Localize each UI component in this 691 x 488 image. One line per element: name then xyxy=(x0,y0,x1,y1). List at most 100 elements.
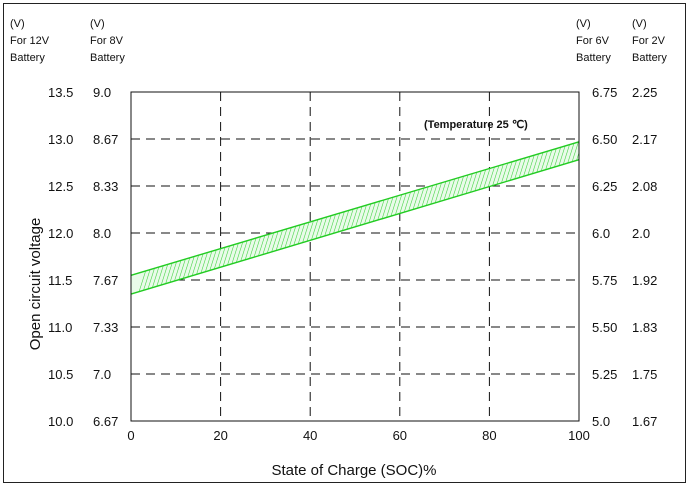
y-tick-label: 1.75 xyxy=(632,367,657,382)
axis-header-right-3: Battery xyxy=(632,52,667,64)
hatch-line xyxy=(174,141,296,295)
y-tick-label: 7.33 xyxy=(93,320,118,335)
grid-lines xyxy=(131,92,579,421)
y-tick-label: 6.25 xyxy=(592,179,617,194)
y-tick-label: 12.0 xyxy=(48,226,73,241)
hatch-line xyxy=(274,141,396,295)
y-tick-label: 13.5 xyxy=(48,85,73,100)
hatch-line xyxy=(574,141,579,295)
y-tick-label: 5.25 xyxy=(592,367,617,382)
hatch-line xyxy=(526,141,579,295)
hatch-line xyxy=(290,141,412,295)
y-tick-labels: 13.5 13.0 12.5 12.0 11.5 11.0 10.5 10.0 9.0 8.67 8… xyxy=(48,85,657,429)
voltage-band xyxy=(130,64,687,444)
y-tick-label: 1.67 xyxy=(632,414,657,429)
voltage-lower-line xyxy=(130,159,580,295)
hatch-line xyxy=(154,141,276,295)
hatch-line xyxy=(607,64,687,444)
hatch-line xyxy=(306,141,428,295)
y-tick-label: 5.50 xyxy=(592,320,617,335)
y-tick-label: 2.17 xyxy=(632,132,657,147)
voltage-upper-line xyxy=(130,141,580,276)
axis-header-left-0: For 12V xyxy=(10,35,50,47)
axis-header-left-1: (V) xyxy=(90,18,105,30)
hatch-line xyxy=(286,141,408,295)
y-tick-label: 6.75 xyxy=(592,85,617,100)
hatch-line xyxy=(542,141,579,295)
y-tick-label: 2.0 xyxy=(632,226,650,241)
hatch-line xyxy=(534,141,579,295)
hatch-line xyxy=(591,64,687,444)
voltage-band-hatch xyxy=(131,64,687,444)
hatch-line xyxy=(166,141,288,295)
hatch-line xyxy=(599,64,687,444)
x-tick-label: 40 xyxy=(303,428,317,443)
hatch-line xyxy=(278,141,400,295)
y-tick-label: 8.67 xyxy=(93,132,118,147)
y-tick-label: 1.83 xyxy=(632,320,657,335)
hatch-line xyxy=(150,141,272,295)
y-tick-label: 6.67 xyxy=(93,414,118,429)
y-tick-label: 2.25 xyxy=(632,85,657,100)
axis-header-right-3: (V) xyxy=(632,18,647,30)
y-tick-label: 2.08 xyxy=(632,179,657,194)
hatch-line xyxy=(611,64,687,444)
y-tick-label: 9.0 xyxy=(93,85,111,100)
hatch-line xyxy=(522,141,579,295)
hatch-line xyxy=(558,141,579,295)
x-tick-label: 60 xyxy=(393,428,407,443)
hatch-line xyxy=(615,64,687,444)
axis-header-left-0: Battery xyxy=(10,52,45,64)
voltage-band-fill xyxy=(131,141,579,295)
y-tick-label: 11.0 xyxy=(48,320,72,335)
hatch-line xyxy=(302,141,424,295)
hatch-line xyxy=(570,141,579,295)
hatch-line xyxy=(262,141,384,295)
hatch-line xyxy=(258,141,380,295)
hatch-line xyxy=(550,141,579,295)
axis-header-right-2: (V) xyxy=(576,18,591,30)
hatch-line xyxy=(162,141,284,295)
hatch-line xyxy=(146,141,268,295)
hatch-line xyxy=(270,141,392,295)
y-tick-label: 7.0 xyxy=(93,367,111,382)
y-tick-label: 1.92 xyxy=(632,273,657,288)
y-tick-label: 6.0 xyxy=(592,226,610,241)
y-tick-label: 10.0 xyxy=(48,414,73,429)
hatch-line xyxy=(131,141,216,295)
hatch-line xyxy=(546,141,579,295)
hatch-line xyxy=(198,141,320,295)
hatch-line xyxy=(310,141,432,295)
hatch-line xyxy=(578,141,579,295)
hatch-line xyxy=(603,64,687,444)
x-tick-label: 20 xyxy=(213,428,227,443)
y-tick-label: 5.75 xyxy=(592,273,617,288)
axis-header-right-2: For 6V xyxy=(576,35,610,47)
hatch-line xyxy=(178,141,300,295)
y-tick-label: 13.0 xyxy=(48,132,73,147)
hatch-line xyxy=(190,141,312,295)
hatch-line xyxy=(131,141,212,295)
axis-header-left-1: For 8V xyxy=(90,35,124,47)
hatch-line xyxy=(587,64,687,444)
x-tick-label: 0 xyxy=(127,428,134,443)
axis-header-right-2: Battery xyxy=(576,52,611,64)
soc-voltage-chart: (V) For 12V Battery (V) For 8V Battery (V) For … xyxy=(10,18,687,479)
hatch-line xyxy=(583,64,687,444)
hatch-line xyxy=(186,141,308,295)
y-tick-label: 10.5 xyxy=(48,367,73,382)
hatch-line xyxy=(318,141,440,295)
hatch-line xyxy=(314,141,436,295)
hatch-line xyxy=(254,141,376,295)
y-tick-label: 8.0 xyxy=(93,226,111,241)
hatch-line xyxy=(294,141,416,295)
hatch-line xyxy=(250,141,372,295)
plot-area-border xyxy=(130,91,580,422)
hatch-line xyxy=(170,141,292,295)
y-tick-label: 6.50 xyxy=(592,132,617,147)
hatch-line xyxy=(554,141,579,295)
y-tick-label: 8.33 xyxy=(93,179,118,194)
hatch-line xyxy=(530,141,579,295)
axis-header-right-3: For 2V xyxy=(632,35,666,47)
hatch-line xyxy=(514,141,579,295)
